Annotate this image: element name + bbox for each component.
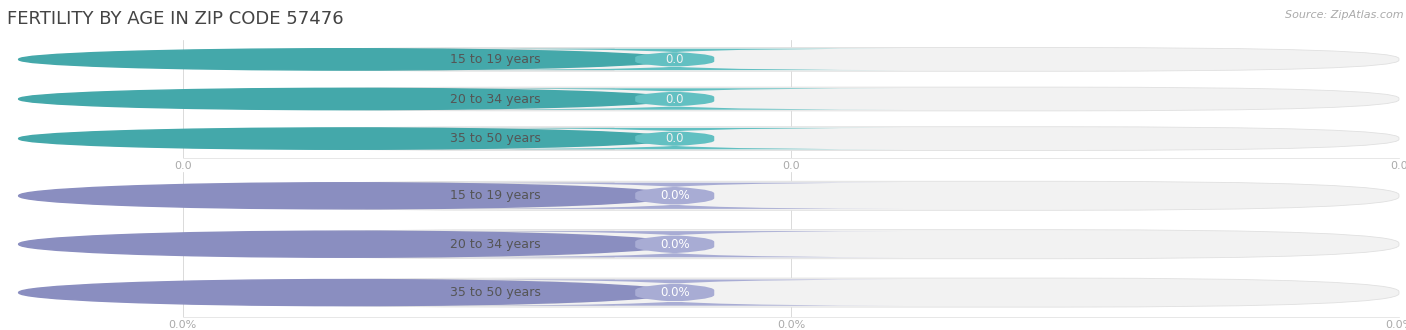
Text: 15 to 19 years: 15 to 19 years bbox=[450, 53, 541, 66]
FancyBboxPatch shape bbox=[447, 49, 903, 70]
FancyBboxPatch shape bbox=[347, 280, 633, 306]
Circle shape bbox=[18, 183, 675, 209]
Text: 35 to 50 years: 35 to 50 years bbox=[450, 286, 541, 299]
Text: 0.0: 0.0 bbox=[665, 92, 683, 106]
FancyBboxPatch shape bbox=[447, 280, 903, 306]
FancyBboxPatch shape bbox=[183, 230, 1399, 259]
Text: 0.0: 0.0 bbox=[665, 132, 683, 145]
Circle shape bbox=[18, 231, 675, 257]
Text: 0.0%: 0.0% bbox=[659, 286, 689, 299]
FancyBboxPatch shape bbox=[347, 183, 633, 209]
Text: 35 to 50 years: 35 to 50 years bbox=[450, 132, 541, 145]
FancyBboxPatch shape bbox=[347, 128, 633, 149]
Text: 20 to 34 years: 20 to 34 years bbox=[450, 238, 541, 251]
FancyBboxPatch shape bbox=[183, 181, 1399, 210]
FancyBboxPatch shape bbox=[447, 231, 903, 257]
FancyBboxPatch shape bbox=[183, 48, 1399, 71]
Text: 0.0%: 0.0% bbox=[659, 238, 689, 251]
Circle shape bbox=[18, 88, 675, 110]
Circle shape bbox=[18, 128, 675, 149]
Text: FERTILITY BY AGE IN ZIP CODE 57476: FERTILITY BY AGE IN ZIP CODE 57476 bbox=[7, 10, 343, 28]
Text: 20 to 34 years: 20 to 34 years bbox=[450, 92, 541, 106]
FancyBboxPatch shape bbox=[347, 231, 633, 257]
FancyBboxPatch shape bbox=[447, 88, 903, 110]
FancyBboxPatch shape bbox=[183, 278, 1399, 307]
FancyBboxPatch shape bbox=[447, 183, 903, 209]
FancyBboxPatch shape bbox=[347, 49, 633, 70]
FancyBboxPatch shape bbox=[183, 127, 1399, 150]
Circle shape bbox=[18, 280, 675, 306]
FancyBboxPatch shape bbox=[347, 88, 633, 110]
FancyBboxPatch shape bbox=[183, 87, 1399, 111]
Text: 0.0: 0.0 bbox=[665, 53, 683, 66]
Text: 0.0%: 0.0% bbox=[659, 189, 689, 202]
Circle shape bbox=[18, 49, 675, 70]
Text: 15 to 19 years: 15 to 19 years bbox=[450, 189, 541, 202]
FancyBboxPatch shape bbox=[447, 128, 903, 149]
Text: Source: ZipAtlas.com: Source: ZipAtlas.com bbox=[1285, 10, 1403, 20]
